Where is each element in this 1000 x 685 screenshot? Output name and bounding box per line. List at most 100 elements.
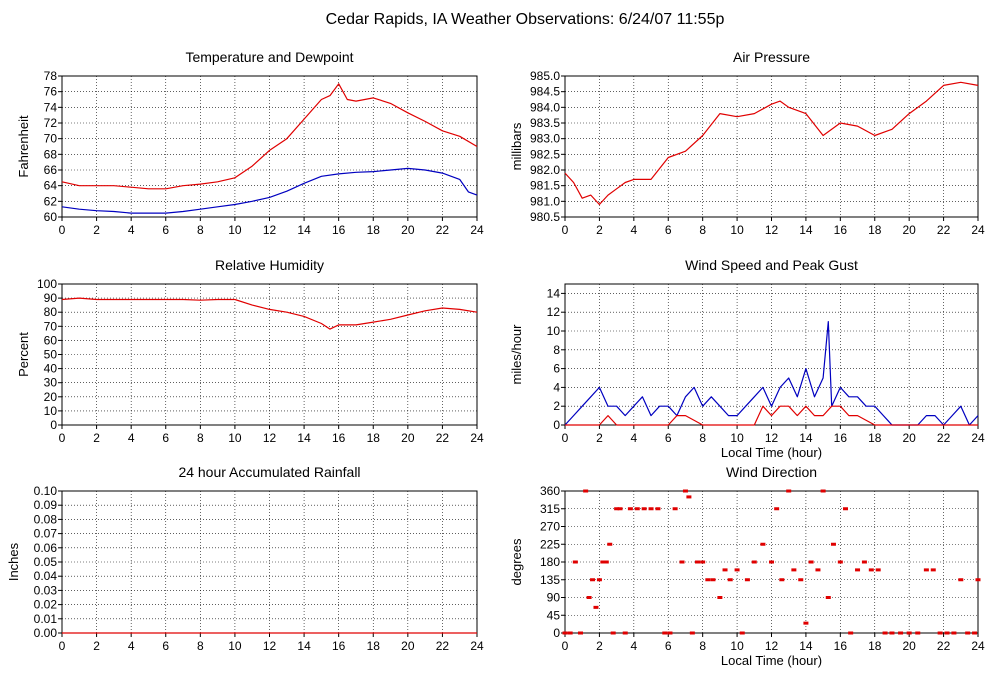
direction-point — [577, 631, 583, 635]
rain-xtick-label: 16 — [332, 639, 346, 653]
humidity-xtick-label: 18 — [367, 431, 381, 445]
wind-xtick-label: 12 — [765, 431, 779, 445]
temp-ytick-label: 60 — [44, 210, 58, 224]
direction-point — [791, 568, 797, 572]
wind-ytick-label: 6 — [553, 362, 560, 376]
humidity-xtick-label: 20 — [401, 431, 415, 445]
temp-xtick-label: 0 — [59, 223, 66, 237]
humidity-ytick-label: 10 — [44, 404, 58, 418]
humidity-ytick-label: 60 — [44, 333, 58, 347]
wind-gust-line — [565, 405, 978, 426]
direction-xlabel: Local Time (hour) — [721, 653, 822, 668]
direction-point — [700, 560, 706, 564]
direction-point — [951, 631, 957, 635]
direction-point — [965, 631, 971, 635]
direction-point — [861, 560, 867, 564]
rain-ytick-label: 0.02 — [34, 598, 58, 612]
direction-point — [958, 578, 964, 582]
temp-xtick-label: 22 — [436, 223, 450, 237]
direction-point — [798, 578, 804, 582]
humidity-xtick-label: 2 — [93, 431, 100, 445]
wind-xtick-label: 10 — [730, 431, 744, 445]
wind-xtick-label: 6 — [665, 431, 672, 445]
pressure-ytick-label: 983.0 — [530, 132, 560, 146]
temp-ytick-label: 66 — [44, 163, 58, 177]
temp-ytick-label: 62 — [44, 194, 58, 208]
temp-dewpoint-line — [61, 167, 478, 214]
wind-ytick-label: 2 — [553, 399, 560, 413]
direction-point — [614, 507, 620, 511]
direction-point — [825, 596, 831, 599]
pressure-title: Air Pressure — [733, 49, 810, 65]
wind-ytick-label: 4 — [553, 380, 560, 394]
wind-xtick-label: 4 — [630, 431, 637, 445]
direction-point — [610, 631, 616, 635]
direction-point — [774, 507, 780, 511]
rain-xtick-label: 6 — [162, 639, 169, 653]
rain-xtick-label: 10 — [228, 639, 242, 653]
pressure-xtick-label: 20 — [902, 223, 916, 237]
direction-point — [808, 560, 814, 564]
direction-point — [727, 578, 733, 582]
humidity-xtick-label: 6 — [162, 431, 169, 445]
direction-ytick-label: 0 — [553, 626, 560, 640]
temp-ytick-label: 72 — [44, 116, 58, 130]
rain-title: 24 hour Accumulated Rainfall — [178, 464, 360, 480]
humidity-ytick-label: 100 — [37, 277, 57, 291]
direction-point — [627, 507, 633, 511]
direction-point — [583, 489, 589, 493]
humidity-ytick-label: 30 — [44, 376, 58, 390]
rain-ytick-label: 0.03 — [34, 583, 58, 597]
direction-xtick-label: 16 — [834, 639, 848, 653]
rain-xtick-label: 8 — [197, 639, 204, 653]
humidity-xtick-label: 24 — [470, 431, 484, 445]
wind-plot-frame — [564, 283, 979, 426]
rain-xtick-label: 4 — [128, 639, 135, 653]
wind-xtick-label: 0 — [562, 431, 569, 445]
direction-xtick-label: 24 — [971, 639, 985, 653]
direction-point — [695, 560, 701, 564]
pressure-ytick-label: 984.0 — [530, 100, 560, 114]
pressure-ytick-label: 981.5 — [530, 179, 560, 193]
pressure-ytick-label: 984.5 — [530, 85, 560, 99]
rain-ytick-label: 0.01 — [34, 612, 58, 626]
direction-xtick-label: 4 — [630, 639, 637, 653]
direction-xtick-label: 18 — [868, 639, 882, 653]
rain-xtick-label: 22 — [436, 639, 450, 653]
humidity-xtick-label: 22 — [436, 431, 450, 445]
direction-point — [586, 596, 592, 599]
temp-xtick-label: 8 — [197, 223, 204, 237]
temp-xtick-label: 2 — [93, 223, 100, 237]
direction-point — [760, 542, 766, 546]
direction-point — [848, 631, 854, 635]
direction-ytick-label: 135 — [540, 573, 560, 587]
direction-point — [717, 596, 723, 599]
humidity-title: Relative Humidity — [215, 257, 324, 273]
direction-point — [751, 560, 757, 564]
direction-ylabel: degrees — [509, 538, 524, 585]
temp-ytick-label: 74 — [44, 100, 58, 114]
direction-point — [889, 631, 895, 635]
pressure-xtick-label: 12 — [765, 223, 779, 237]
wind-ytick-label: 8 — [553, 343, 560, 357]
direction-point — [667, 631, 673, 635]
wind-xtick-label: 16 — [834, 431, 848, 445]
temp-xtick-label: 16 — [332, 223, 346, 237]
wind-xtick-label: 24 — [971, 431, 985, 445]
direction-point — [617, 507, 623, 511]
wind-xtick-label: 22 — [937, 431, 951, 445]
direction-xtick-label: 8 — [699, 639, 706, 653]
rain-ytick-label: 0.07 — [34, 527, 58, 541]
pressure-ytick-label: 981.0 — [530, 194, 560, 208]
pressure-ytick-label: 982.5 — [530, 147, 560, 161]
pressure-ytick-label: 983.5 — [530, 116, 560, 130]
direction-point — [855, 568, 861, 572]
direction-point — [562, 631, 568, 635]
direction-point — [603, 560, 609, 564]
wind-xtick-label: 20 — [902, 431, 916, 445]
pressure-xtick-label: 6 — [665, 223, 672, 237]
direction-point — [662, 631, 668, 635]
temp-title: Temperature and Dewpoint — [185, 49, 353, 65]
direction-point — [937, 631, 943, 635]
